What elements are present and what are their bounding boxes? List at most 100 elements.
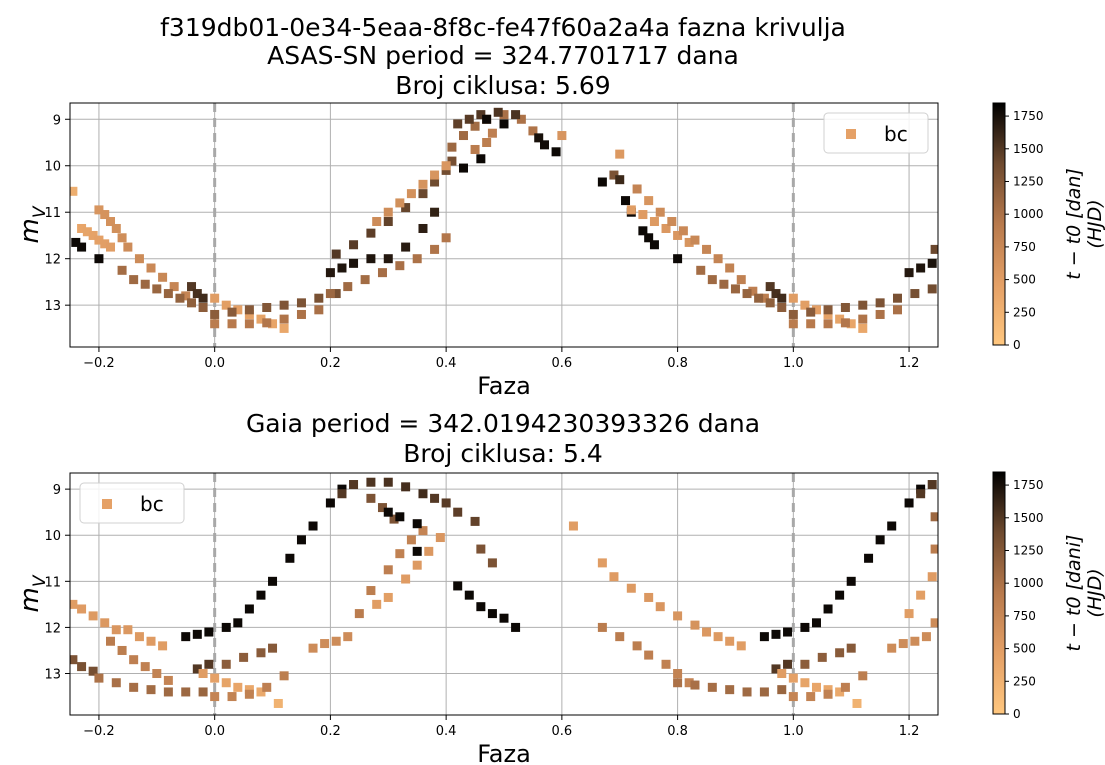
data-point: [516, 114, 526, 124]
data-point: [875, 298, 885, 308]
data-point: [615, 149, 625, 159]
data-point: [470, 516, 480, 526]
data-point: [418, 179, 428, 189]
data-point: [528, 126, 538, 136]
x-axis-label: Faza: [477, 372, 531, 400]
data-point: [742, 687, 752, 697]
colorbar-label: t − t0 [dani]: [1063, 535, 1085, 652]
data-point: [412, 560, 422, 570]
data-point: [158, 272, 168, 282]
data-point: [458, 131, 468, 141]
data-point: [366, 477, 376, 487]
data-point: [661, 223, 671, 233]
data-point: [181, 687, 191, 697]
data-point: [169, 282, 179, 292]
data-point: [117, 233, 127, 243]
y-tick-label: 12: [44, 621, 61, 636]
data-point: [904, 609, 914, 619]
data-point: [187, 282, 197, 292]
data-point: [621, 196, 631, 206]
data-point: [430, 170, 440, 180]
data-point: [325, 268, 335, 278]
data-point: [540, 140, 550, 150]
data-point: [140, 279, 150, 289]
colorbar-tick-label: 750: [1013, 609, 1036, 623]
data-point: [268, 576, 278, 586]
data-point: [568, 521, 578, 531]
data-point: [395, 549, 405, 559]
data-points: [70, 477, 938, 708]
data-point: [511, 622, 521, 632]
data-point: [430, 177, 440, 187]
plot-frame: [69, 472, 939, 716]
data-point: [447, 156, 457, 166]
data-point: [383, 217, 393, 227]
data-point: [655, 207, 665, 217]
data-point: [730, 284, 740, 294]
x-tick-label: 1.0: [783, 724, 804, 739]
data-point: [788, 673, 798, 683]
data-point: [476, 154, 486, 164]
data-point: [187, 298, 197, 308]
data-point: [534, 133, 544, 143]
colorbar-tick-label: 1000: [1013, 576, 1044, 590]
data-point: [401, 482, 411, 492]
data-point: [70, 599, 78, 609]
data-point: [395, 261, 405, 271]
data-point: [632, 641, 642, 651]
data-point: [412, 254, 422, 264]
colorbar: [992, 102, 1006, 346]
data-point: [719, 279, 729, 289]
data-point: [418, 489, 428, 499]
x-tick-label: 1.0: [783, 356, 804, 371]
data-point: [464, 590, 474, 600]
x-tick-label: 0.6: [552, 356, 573, 371]
data-point: [395, 198, 405, 208]
data-point: [441, 233, 451, 243]
data-point: [331, 249, 341, 259]
data-point: [858, 323, 868, 333]
data-point: [736, 275, 746, 285]
chart-title-line: Broj ciklusa: 5.69: [395, 71, 610, 100]
data-point: [331, 636, 341, 646]
data-point: [684, 678, 694, 688]
data-point: [77, 223, 87, 233]
data-point: [111, 625, 121, 635]
x-tick-label: 0.0: [204, 356, 225, 371]
data-point: [383, 254, 393, 264]
data-point: [221, 678, 231, 688]
data-point: [366, 254, 376, 264]
data-point: [366, 586, 376, 596]
data-point: [418, 223, 428, 233]
x-tick-label: 0.0: [204, 724, 225, 739]
data-point: [464, 114, 474, 124]
data-point: [320, 639, 330, 649]
data-point: [725, 263, 735, 273]
data-point: [210, 293, 220, 303]
data-point: [644, 196, 654, 206]
colorbar-tick-label: 1000: [1013, 207, 1044, 221]
data-point: [227, 319, 237, 329]
data-point: [707, 682, 717, 692]
data-point: [435, 533, 445, 543]
data-point: [412, 519, 422, 529]
colorbar-tick-label: 250: [1013, 674, 1036, 688]
data-point: [835, 314, 845, 324]
data-point: [765, 282, 775, 292]
data-point: [349, 240, 359, 250]
x-tick-label: 0.2: [320, 724, 341, 739]
colorbar: [992, 471, 1006, 715]
data-point: [835, 687, 845, 697]
data-point: [94, 254, 104, 264]
data-point: [453, 507, 463, 517]
data-point: [649, 217, 659, 227]
data-point: [123, 242, 133, 252]
data-point: [244, 685, 254, 695]
data-point: [441, 165, 451, 175]
data-point: [806, 692, 816, 702]
data-point: [673, 611, 683, 621]
data-point: [424, 546, 434, 556]
data-point: [401, 574, 411, 584]
data-points: [70, 107, 938, 333]
